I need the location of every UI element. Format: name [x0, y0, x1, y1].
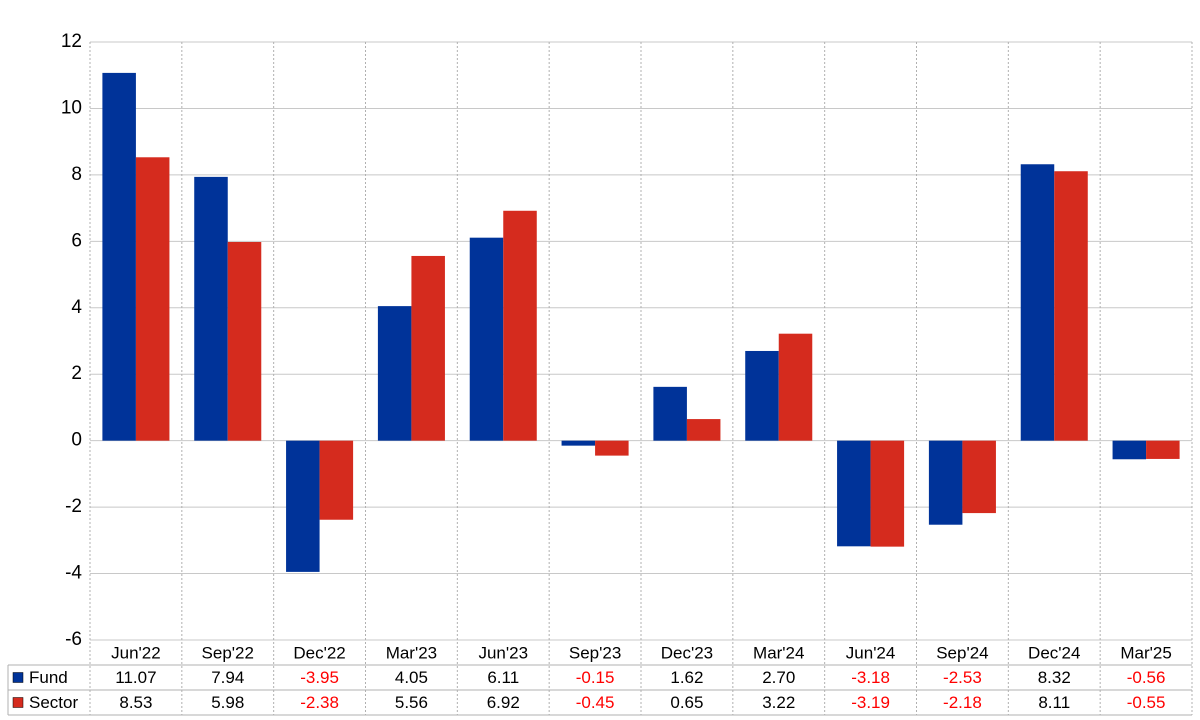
x-tick-label: Dec'24 [1028, 643, 1080, 662]
y-tick-label: 12 [61, 31, 82, 52]
table-value: -2.18 [943, 693, 982, 712]
table-value: 2.70 [762, 668, 795, 687]
y-tick-label: 2 [71, 363, 82, 384]
table-value: 6.92 [487, 693, 520, 712]
bar [928, 440, 963, 525]
table-value: -0.45 [576, 693, 615, 712]
bar [377, 306, 412, 441]
x-tick-label: Jun'24 [846, 643, 896, 662]
legend-swatch [12, 672, 24, 683]
bar [469, 237, 504, 441]
bar [227, 241, 262, 441]
bar [595, 440, 629, 456]
table-value: -2.38 [300, 693, 339, 712]
y-tick-label: -2 [65, 496, 82, 517]
bar [1146, 440, 1180, 459]
y-tick-label: -4 [65, 563, 82, 584]
x-tick-label: Sep'23 [569, 643, 621, 662]
x-tick-label: Mar'24 [753, 643, 804, 662]
table-value: -0.55 [1127, 693, 1166, 712]
table-value: 3.22 [762, 693, 795, 712]
table-value: 1.62 [670, 668, 703, 687]
y-tick-label: 8 [71, 164, 82, 185]
bar [837, 440, 871, 547]
x-tick-label: Sep'24 [936, 643, 988, 662]
bar [1112, 440, 1147, 460]
table-value: -0.15 [576, 668, 615, 687]
table-value: -0.56 [1127, 668, 1166, 687]
bar [1020, 164, 1055, 441]
bar [686, 419, 721, 441]
legend-swatch [12, 697, 24, 708]
bar [870, 440, 905, 547]
legend-label: Fund [29, 668, 68, 687]
table-value: 0.65 [670, 693, 703, 712]
table-value: -3.19 [851, 693, 890, 712]
table-value: -3.18 [851, 668, 890, 687]
legend-label: Sector [29, 693, 78, 712]
bar [1054, 171, 1088, 441]
table-value: 6.11 [487, 668, 519, 687]
bar [102, 72, 136, 441]
y-tick-label: -6 [65, 629, 82, 650]
bar [319, 440, 354, 520]
bar [778, 333, 813, 441]
bar [745, 350, 779, 441]
table-value: 5.56 [395, 693, 428, 712]
bar [561, 440, 596, 446]
table-value: 8.11 [1038, 693, 1070, 712]
y-tick-label: 6 [71, 230, 82, 251]
table-value: 4.05 [395, 668, 428, 687]
y-tick-label: 10 [61, 97, 82, 118]
table-value: 11.07 [115, 668, 156, 687]
bar [653, 386, 687, 441]
bar [135, 157, 170, 441]
y-tick-label: 0 [71, 430, 82, 451]
bar [286, 440, 320, 572]
bar [194, 176, 228, 441]
table-value: 5.98 [211, 693, 244, 712]
table-value: 7.94 [211, 668, 244, 687]
x-tick-label: Mar'25 [1120, 643, 1171, 662]
bar [962, 440, 996, 514]
table-value: 8.53 [119, 693, 152, 712]
x-tick-label: Dec'22 [293, 643, 345, 662]
table-value: -3.95 [300, 668, 339, 687]
table-value: -2.53 [943, 668, 982, 687]
x-tick-label: Mar'23 [386, 643, 437, 662]
bar [411, 255, 445, 441]
bar [503, 210, 537, 441]
x-tick-label: Jun'22 [111, 643, 161, 662]
x-tick-label: Sep'22 [202, 643, 254, 662]
x-tick-label: Jun'23 [478, 643, 528, 662]
table-value: 8.32 [1038, 668, 1071, 687]
x-tick-label: Dec'23 [661, 643, 713, 662]
y-tick-label: 4 [71, 297, 82, 318]
